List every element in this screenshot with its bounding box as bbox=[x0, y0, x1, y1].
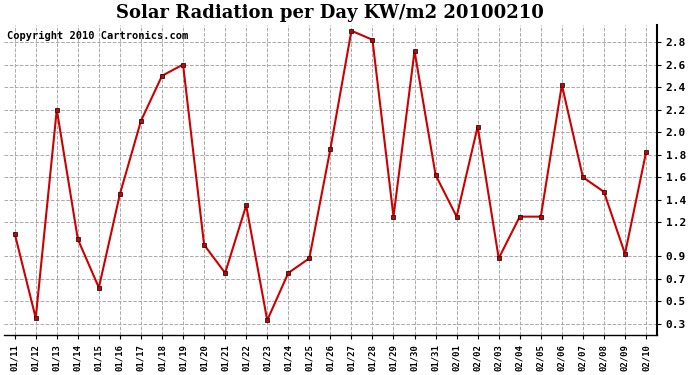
Title: Solar Radiation per Day KW/m2 20100210: Solar Radiation per Day KW/m2 20100210 bbox=[117, 4, 544, 22]
Text: Copyright 2010 Cartronics.com: Copyright 2010 Cartronics.com bbox=[8, 31, 188, 41]
